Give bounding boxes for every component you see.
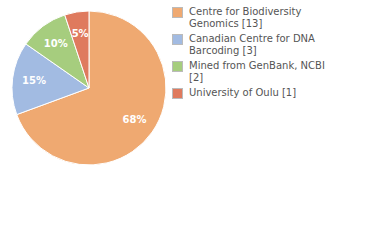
html-text:Centre for Biodiversity Genomi: Centre for Biodiversity Genomics [13] xyxy=(189,6,302,29)
html-text:University of Oulu [1]: University of Oulu [1] xyxy=(189,87,297,98)
svg-text:68%: 68% xyxy=(123,114,147,125)
svg-text:5%: 5% xyxy=(72,28,89,39)
svg-text:10%: 10% xyxy=(44,38,68,49)
html-text:Canadian Centre for DNA Barcod: Canadian Centre for DNA Barcoding [3] xyxy=(189,33,315,56)
svg-text:15%: 15% xyxy=(22,75,46,86)
html-text:Mined from GenBank, NCBI [2]: Mined from GenBank, NCBI [2] xyxy=(189,60,325,83)
